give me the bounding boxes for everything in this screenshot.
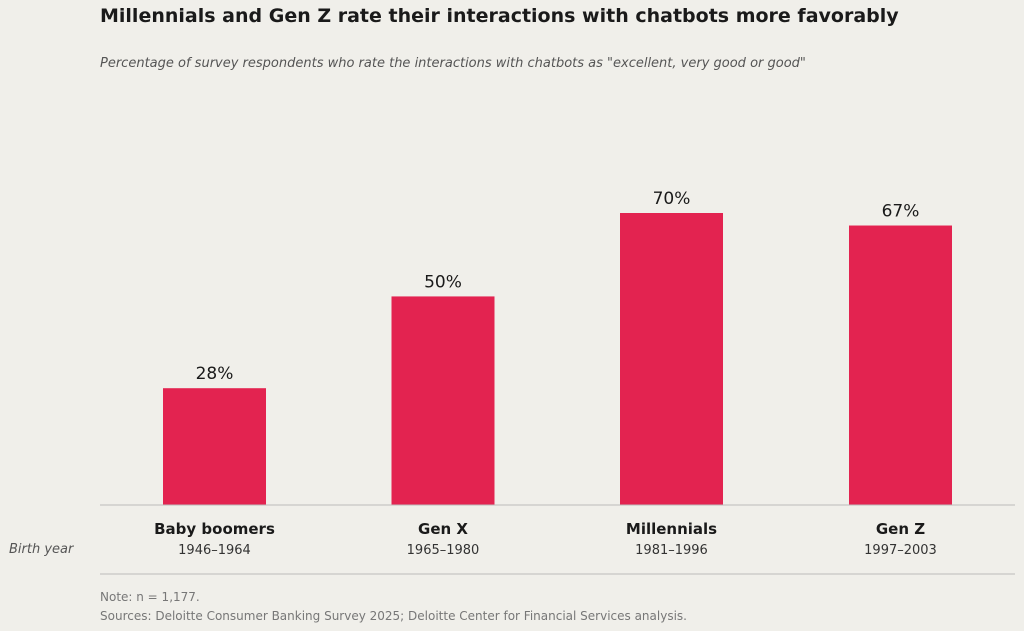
birth-year-baby-boomers: 1946–1964 (178, 543, 251, 558)
birth-year-gen-z: 1997–2003 (864, 543, 937, 558)
value-label-millennials: 70% (653, 189, 691, 209)
value-label-baby-boomers: 28% (196, 364, 234, 384)
bar-baby-boomers (163, 388, 266, 505)
bar-gen-x (391, 296, 495, 505)
category-label-gen-z: Gen Z (876, 520, 925, 538)
chart-title: Millennials and Gen Z rate their interac… (100, 5, 899, 27)
chart-subtitle: Percentage of survey respondents who rat… (100, 56, 806, 71)
birth-year-gen-x: 1965–1980 (407, 543, 480, 558)
birth-year-millennials: 1981–1996 (635, 543, 708, 558)
value-label-gen-x: 50% (424, 272, 462, 292)
category-label-baby-boomers: Baby boomers (154, 520, 275, 538)
bars-group (163, 213, 952, 505)
chart-note: Note: n = 1,177. (100, 590, 200, 604)
chart-footer: Note: n = 1,177. Sources: Deloitte Consu… (100, 588, 687, 626)
bar-gen-z (849, 225, 952, 505)
category-label-gen-x: Gen X (418, 520, 468, 538)
value-label-gen-z: 67% (882, 202, 920, 222)
bar-millennials (620, 213, 723, 505)
birth-year-row-label: Birth year (9, 542, 75, 557)
category-label-millennials: Millennials (626, 520, 717, 538)
chart-sources: Sources: Deloitte Consumer Banking Surve… (100, 609, 687, 623)
labels-group: 28% Baby boomers 1946–1964 50% Gen X 1965–198… (154, 189, 937, 558)
